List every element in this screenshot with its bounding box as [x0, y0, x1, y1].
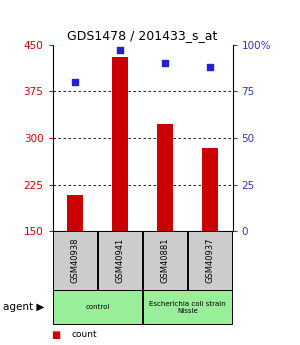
Bar [112, 57, 128, 231]
Text: ■: ■ [51, 330, 60, 339]
FancyBboxPatch shape [98, 231, 142, 290]
Text: Escherichia coli strain
Nissle: Escherichia coli strain Nissle [149, 300, 226, 314]
Point [163, 61, 167, 66]
FancyBboxPatch shape [143, 290, 232, 324]
Text: control: control [85, 304, 110, 310]
FancyBboxPatch shape [53, 290, 142, 324]
Bar [202, 148, 218, 231]
Bar [157, 124, 173, 231]
Title: GDS1478 / 201433_s_at: GDS1478 / 201433_s_at [67, 29, 218, 42]
Text: GSM40881: GSM40881 [160, 238, 169, 283]
Text: count: count [72, 330, 98, 339]
Point [73, 79, 77, 85]
Text: GSM40937: GSM40937 [206, 238, 214, 283]
Point [118, 48, 122, 53]
Text: GSM40938: GSM40938 [70, 238, 80, 283]
FancyBboxPatch shape [143, 231, 187, 290]
Text: GSM40941: GSM40941 [116, 238, 124, 283]
FancyBboxPatch shape [53, 231, 97, 290]
Bar [67, 195, 83, 231]
FancyBboxPatch shape [188, 231, 232, 290]
Text: agent ▶: agent ▶ [3, 302, 44, 312]
Point [208, 65, 212, 70]
